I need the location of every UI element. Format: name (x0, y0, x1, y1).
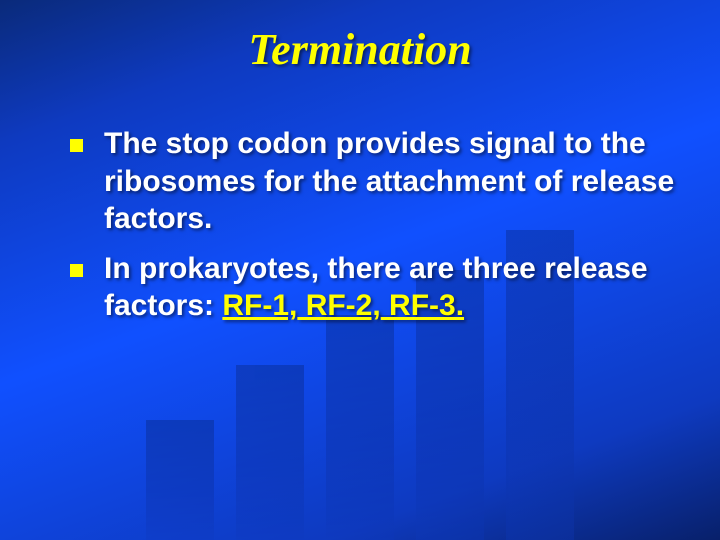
slide-content: Termination The stop codon provides sign… (0, 0, 720, 325)
rf-3: RF-3. (381, 289, 464, 322)
bullet-item: In prokaryotes, there are three release … (68, 250, 676, 325)
rf-2: RF-2, (297, 289, 380, 322)
bullet-item: The stop codon provides signal to the ri… (68, 125, 676, 238)
rf-1: RF-1, (222, 289, 297, 322)
slide-title: Termination (44, 24, 676, 75)
bullet-text: The stop codon provides signal to the ri… (104, 127, 674, 235)
bullet-list: The stop codon provides signal to the ri… (44, 125, 676, 325)
